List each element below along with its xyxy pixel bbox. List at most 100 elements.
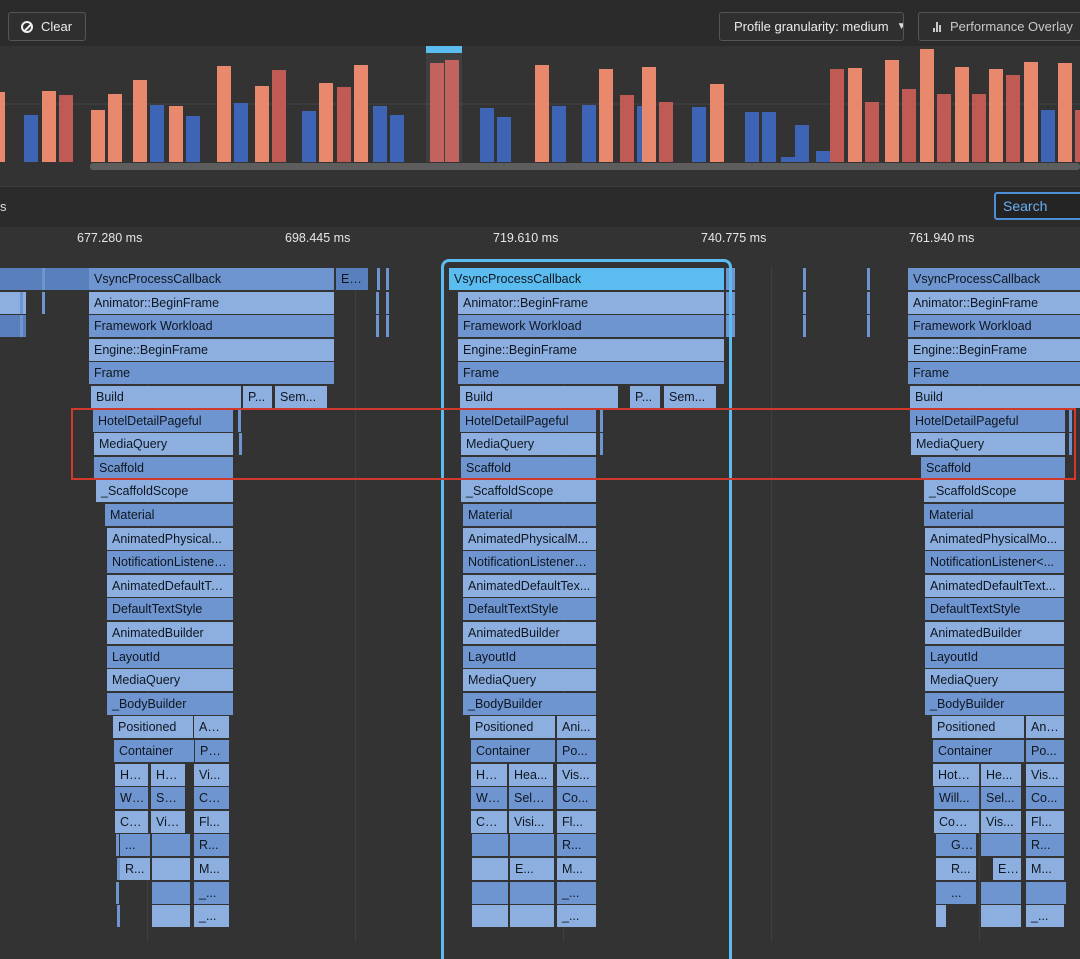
flame-node[interactable]: _... xyxy=(557,881,596,904)
flame-node[interactable]: Vis... xyxy=(1026,763,1064,786)
frame-bar[interactable] xyxy=(781,157,795,162)
flame-node[interactable] xyxy=(152,834,190,857)
flame-node[interactable] xyxy=(152,905,190,928)
flame-node[interactable]: _BodyBuilder xyxy=(925,692,1064,715)
frame-bar[interactable] xyxy=(1075,110,1080,162)
flame-node[interactable]: LayoutId xyxy=(925,645,1064,668)
flame-node[interactable]: Ho... xyxy=(115,763,148,786)
frame-bar[interactable] xyxy=(445,60,459,162)
flame-node-sliver[interactable] xyxy=(117,858,120,880)
flame-node[interactable]: NotificationListener<... xyxy=(463,551,596,574)
frame-bar[interactable] xyxy=(354,65,368,162)
flame-node-sliver[interactable] xyxy=(42,291,45,314)
flame-node[interactable]: AnimatedBuilder xyxy=(463,622,596,644)
flame-node[interactable]: G... xyxy=(946,834,976,857)
flame-node[interactable]: Animator::BeginFrame xyxy=(89,291,334,314)
flame-node[interactable]: Vis... xyxy=(557,763,596,786)
frame-bar[interactable] xyxy=(745,112,759,162)
flame-node[interactable]: R... xyxy=(194,834,229,857)
frame-bar[interactable] xyxy=(319,83,333,162)
flame-node[interactable]: MediaQuery xyxy=(925,669,1064,692)
flame-node[interactable]: Positioned xyxy=(113,716,193,739)
flame-node[interactable]: M... xyxy=(1026,858,1064,880)
frame-bar[interactable] xyxy=(762,112,776,162)
flame-node[interactable]: HotelDetailPageful xyxy=(460,409,596,432)
flame-node[interactable]: Hote... xyxy=(933,763,979,786)
flame-node[interactable] xyxy=(510,834,554,857)
flame-node[interactable]: Hea... xyxy=(509,763,553,786)
flame-node[interactable] xyxy=(152,858,190,880)
flame-node-sliver[interactable] xyxy=(732,315,735,338)
flame-node[interactable]: MediaQuery xyxy=(463,669,596,692)
flame-node[interactable] xyxy=(472,858,508,880)
frame-bar[interactable] xyxy=(133,80,147,162)
flame-node[interactable]: DefaultTextStyle xyxy=(925,598,1064,621)
flame-node[interactable]: Sel... xyxy=(151,787,185,810)
flame-node-sliver[interactable] xyxy=(867,291,870,314)
frame-bar[interactable] xyxy=(255,86,269,162)
flame-node-sliver[interactable] xyxy=(803,315,806,338)
flame-node[interactable]: Engine::BeginFrame xyxy=(908,338,1080,361)
flame-node[interactable] xyxy=(936,834,946,857)
flame-node[interactable]: Will... xyxy=(934,787,979,810)
frame-bar[interactable] xyxy=(620,95,634,162)
flame-node[interactable]: Material xyxy=(463,504,596,526)
flame-node-sliver[interactable] xyxy=(726,268,729,290)
flame-node[interactable]: Po... xyxy=(195,740,229,762)
flame-node[interactable]: _BodyBuilder xyxy=(463,692,596,715)
flame-node-sliver[interactable] xyxy=(239,433,242,456)
frame-bar[interactable] xyxy=(972,94,986,162)
flame-node-sliver[interactable] xyxy=(20,291,23,314)
flame-node[interactable]: AnimatedPhysicalMo... xyxy=(925,527,1064,550)
flame-node[interactable]: En... xyxy=(336,268,368,290)
flame-node[interactable]: Frame xyxy=(89,362,334,385)
flame-node-sliver[interactable] xyxy=(803,268,806,290)
flame-node[interactable]: AnimatedDefaultTe... xyxy=(107,574,233,597)
overview-scrollbar[interactable] xyxy=(90,163,1080,170)
flame-node[interactable]: ... xyxy=(946,881,976,904)
flame-node[interactable] xyxy=(1026,881,1066,904)
flame-node-sliver[interactable] xyxy=(726,291,729,314)
frame-bar[interactable] xyxy=(150,105,164,162)
flame-node[interactable] xyxy=(152,881,190,904)
flame-node[interactable]: Vis... xyxy=(151,810,185,833)
flame-node[interactable]: P... xyxy=(630,386,660,408)
vsync-node[interactable]: VsyncProcessCallback xyxy=(89,268,334,290)
frame-bar[interactable] xyxy=(692,107,706,162)
frame-bar[interactable] xyxy=(1058,63,1072,162)
flame-node-sliver[interactable] xyxy=(386,315,389,338)
frame-bar[interactable] xyxy=(480,108,494,162)
flame-node[interactable]: LayoutId xyxy=(463,645,596,668)
flame-node[interactable]: HotelDetailPageful xyxy=(93,409,233,432)
flame-node[interactable]: Frame xyxy=(458,362,724,385)
frame-bar[interactable] xyxy=(710,84,724,162)
profile-granularity-dropdown[interactable]: Profile granularity: medium ▼ xyxy=(719,12,904,41)
flame-node[interactable]: Build xyxy=(91,386,241,408)
frame-bar[interactable] xyxy=(830,69,844,162)
flame-node[interactable]: AnimatedDefaultText... xyxy=(925,574,1064,597)
flame-node[interactable] xyxy=(981,834,1021,857)
frame-bar[interactable] xyxy=(390,115,404,162)
flame-node[interactable]: HotelDetailPageful xyxy=(910,409,1065,432)
flame-node[interactable]: Fl... xyxy=(1026,810,1064,833)
flame-node[interactable]: An... xyxy=(194,716,229,739)
flame-node[interactable]: Positioned xyxy=(470,716,555,739)
frame-bar[interactable] xyxy=(865,102,879,162)
flame-node[interactable]: Ani... xyxy=(1026,716,1064,739)
vsync-node[interactable]: VsyncProcessCallback xyxy=(908,268,1080,290)
flame-node[interactable] xyxy=(472,834,508,857)
flame-node[interactable]: Ho... xyxy=(471,763,507,786)
flame-node[interactable]: Build xyxy=(910,386,1080,408)
flame-node[interactable]: Sem... xyxy=(275,386,327,408)
flame-node[interactable] xyxy=(0,315,26,338)
flame-node[interactable]: MediaQuery xyxy=(911,433,1065,456)
vsync-node-selected[interactable]: VsyncProcessCallback xyxy=(449,268,724,290)
flame-node-sliver[interactable] xyxy=(376,291,379,314)
flame-node[interactable]: AnimatedPhysicalM... xyxy=(463,527,596,550)
flame-node[interactable]: R... xyxy=(946,858,976,880)
flame-node[interactable] xyxy=(981,905,1021,928)
flame-node[interactable] xyxy=(936,858,946,880)
flame-node[interactable] xyxy=(472,905,508,928)
flame-node[interactable]: Fl... xyxy=(194,810,229,833)
performance-overlay-button[interactable]: Performance Overlay xyxy=(918,12,1080,41)
